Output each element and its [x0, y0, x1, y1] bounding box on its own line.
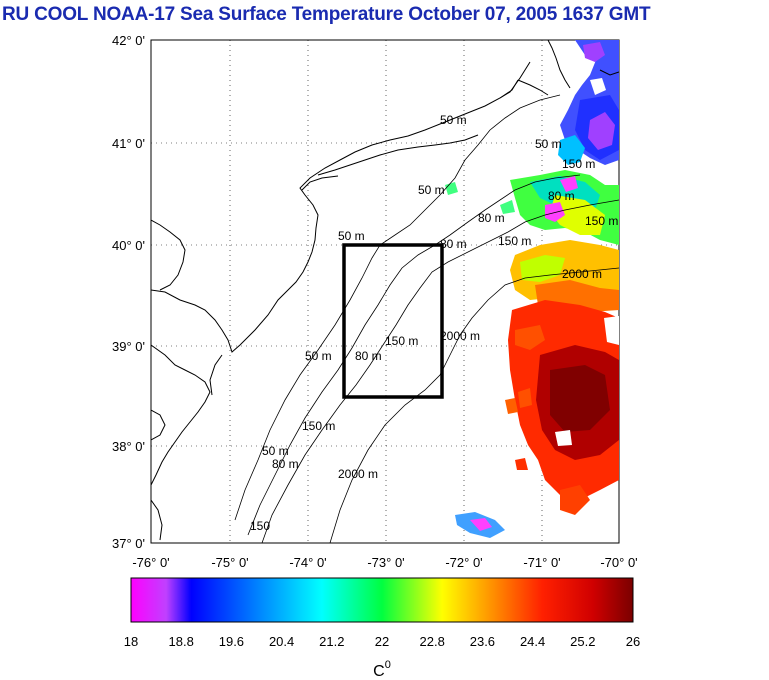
contour-label: 50 m [440, 113, 467, 127]
contour-label: 80 m [440, 237, 467, 251]
contour-label: 50 m [535, 137, 562, 151]
contour-label: 150 m [302, 419, 335, 433]
colorbar-tick-label: 24.4 [520, 634, 545, 649]
coastline [151, 40, 619, 541]
colorbar-tick-label: 22.8 [420, 634, 445, 649]
contour-label: 2000 m [562, 267, 602, 281]
lon-label: -73° 0' [367, 555, 404, 570]
colorbar-tick-label: 22 [375, 634, 389, 649]
lat-label: 41° 0' [112, 136, 145, 151]
lat-label: 38° 0' [112, 439, 145, 454]
lat-label: 39° 0' [112, 339, 145, 354]
colorbar-unit: C0 [373, 659, 391, 680]
contour-label: 50 m [262, 444, 289, 458]
contour-label: 2000 m [338, 467, 378, 481]
contour-label: 80 m [478, 211, 505, 225]
lon-label: -72° 0' [445, 555, 482, 570]
lon-label: -71° 0' [523, 555, 560, 570]
contour-label: 150 m [562, 157, 595, 171]
colorbar [130, 577, 634, 623]
lon-label: -70° 0' [600, 555, 637, 570]
colorbar-tick-label: 18 [124, 634, 138, 649]
contour-label: 2000 m [440, 329, 480, 343]
contour-label: 150 m [585, 214, 618, 228]
colorbar-tick-labels: 18 18.8 19.6 20.4 21.2 22 22.8 23.6 24.4 25.2 26 [124, 634, 640, 649]
lon-label: -76° 0' [132, 555, 169, 570]
lat-label: 40° 0' [112, 238, 145, 253]
contour-label: 50 m [305, 349, 332, 363]
colorbar-tick-label: 25.2 [570, 634, 595, 649]
contour-label: 50 m [418, 183, 445, 197]
lon-label: -75° 0' [211, 555, 248, 570]
colorbar-tick-label: 21.2 [319, 634, 344, 649]
lat-label: 42° 0' [112, 33, 145, 48]
longitude-labels: -76° 0' -75° 0' -74° 0' -73° 0' -72° 0' … [132, 555, 637, 570]
contour-label: 80 m [548, 189, 575, 203]
colorbar-tick-label: 20.4 [269, 634, 294, 649]
contour-label: 150 m [498, 234, 531, 248]
lat-label: 37° 0' [112, 536, 145, 551]
bathymetry-contours [234, 94, 619, 543]
study-area-box [342, 243, 444, 399]
colorbar-tick-label: 23.6 [470, 634, 495, 649]
sst-data-layer [445, 40, 619, 538]
colorbar-tick-label: 26 [626, 634, 640, 649]
colorbar-tick-label: 19.6 [219, 634, 244, 649]
latitude-labels: 42° 0' 41° 0' 40° 0' 39° 0' 38° 0' 37° 0… [112, 33, 145, 551]
map-title: RU COOL NOAA-17 Sea Surface Temperature … [2, 4, 651, 25]
contour-label: 150 m [385, 334, 418, 348]
contour-label: 80 m [272, 457, 299, 471]
contour-label: 50 m [338, 229, 365, 243]
contour-label: 150 [250, 519, 270, 533]
contour-labels: 50 m 50 m 50 m 50 m 50 m 50 m 80 m 80 m … [250, 113, 618, 533]
contour-label: 80 m [355, 349, 382, 363]
colorbar-tick-label: 18.8 [169, 634, 194, 649]
lon-label: -74° 0' [289, 555, 326, 570]
